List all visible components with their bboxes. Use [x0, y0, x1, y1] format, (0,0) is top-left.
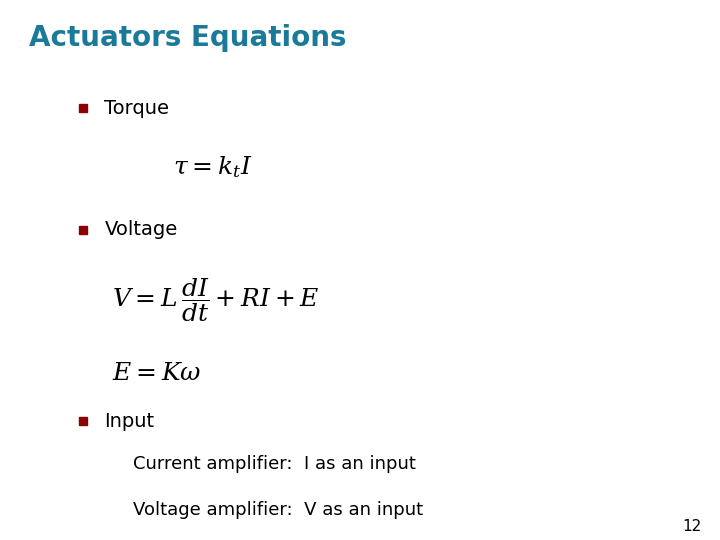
Text: 12: 12 [683, 518, 702, 534]
Text: Torque: Torque [104, 98, 169, 118]
Text: Current amplifier:  I as an input: Current amplifier: I as an input [133, 455, 416, 474]
Text: Voltage amplifier:  V as an input: Voltage amplifier: V as an input [133, 501, 423, 519]
Text: Actuators Equations: Actuators Equations [29, 24, 346, 52]
Text: $V = L\,\dfrac{dI}{dt} + RI + E$: $V = L\,\dfrac{dI}{dt} + RI + E$ [112, 276, 319, 323]
Text: $E = K\omega$: $E = K\omega$ [112, 361, 201, 384]
Text: Voltage: Voltage [104, 220, 178, 239]
Text: $\tau = k_t I$: $\tau = k_t I$ [173, 154, 252, 180]
Text: Input: Input [104, 411, 155, 431]
